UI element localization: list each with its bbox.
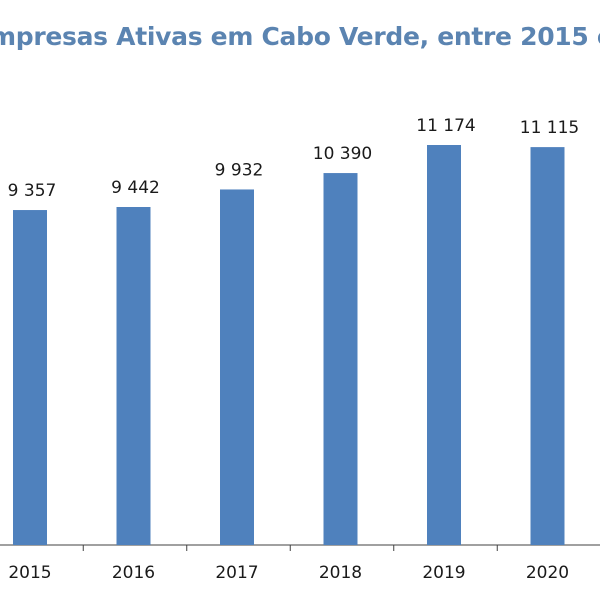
bars	[13, 145, 565, 545]
bar-2020	[530, 147, 565, 545]
data-label-2019: 11 174	[416, 116, 475, 136]
x-tick-label-2018: 2018	[319, 563, 362, 583]
x-tick-labels: 2015 2016 2017 2018 2019 2020	[8, 563, 569, 583]
data-label-2015: 9 357	[8, 181, 57, 201]
x-tick-label-2017: 2017	[215, 563, 258, 583]
bar-labels: 9 357 9 442 9 932 10 390 11 174 11 115	[8, 116, 580, 201]
bar-2019	[427, 145, 461, 545]
chart-title: mpresas Ativas em Cabo Verde, entre 2015…	[0, 22, 600, 62]
chart-title-text: mpresas Ativas em Cabo Verde, entre 2015…	[0, 22, 600, 51]
data-label-2017: 9 932	[215, 160, 264, 180]
x-tick-label-2016: 2016	[112, 563, 155, 583]
data-label-2018: 10 390	[313, 144, 372, 164]
bar-2016	[116, 207, 151, 545]
x-axis-ticks	[82, 545, 498, 551]
x-tick-label-2020: 2020	[526, 563, 569, 583]
data-label-2016: 9 442	[111, 178, 160, 198]
bar-2018	[323, 173, 358, 545]
bar-2015	[13, 210, 47, 545]
x-tick-label-2015: 2015	[8, 563, 51, 583]
x-tick-label-2019: 2019	[422, 563, 465, 583]
bar-2017	[220, 189, 254, 545]
data-label-2020: 11 115	[520, 118, 579, 138]
